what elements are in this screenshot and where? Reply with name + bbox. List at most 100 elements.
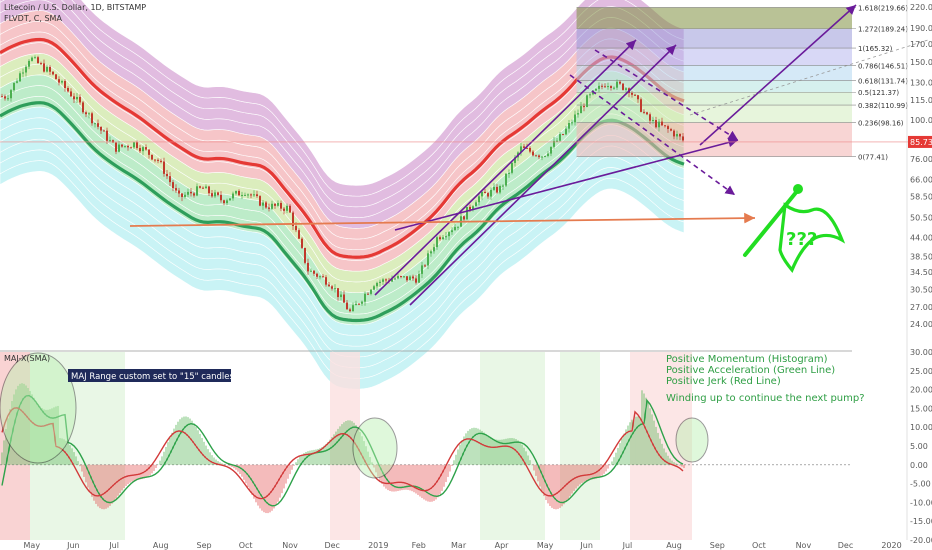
candle-body: [439, 237, 441, 240]
candle-body: [427, 253, 429, 266]
candle-body: [400, 276, 402, 278]
candle-body: [676, 133, 678, 137]
candle-body: [43, 63, 45, 72]
fib-zone: [576, 7, 852, 29]
candle-body: [100, 126, 102, 131]
candle-body: [184, 194, 186, 197]
candle-body: [202, 187, 204, 189]
price-tick: 34.50: [910, 268, 932, 277]
candle-body: [67, 87, 69, 92]
candle-body: [346, 302, 348, 310]
candle-body: [418, 273, 420, 283]
candle-body: [61, 81, 63, 83]
candle-body: [412, 276, 414, 279]
candle-body: [148, 149, 150, 155]
candle-body: [433, 247, 435, 252]
candle-body: [457, 226, 459, 228]
candle-body: [442, 237, 444, 240]
candle-body: [175, 188, 177, 191]
candle-body: [70, 91, 72, 97]
candle-body: [571, 122, 573, 124]
candle-body: [349, 309, 351, 312]
candle-body: [637, 95, 639, 100]
candle-body: [7, 98, 9, 100]
x-tick: Jul: [108, 541, 119, 550]
drawing-overlays: ???: [0, 4, 932, 306]
candle-body: [505, 173, 507, 186]
candle-body: [436, 237, 438, 248]
price-tick: 66.00: [910, 175, 932, 184]
price-tick: 58.50: [910, 193, 932, 202]
horizontal-trendline: [129, 212, 756, 227]
candle-body: [430, 251, 432, 254]
candle-body: [451, 230, 453, 233]
fib-zone: [576, 65, 852, 81]
candle-body: [340, 294, 342, 298]
candle-body: [478, 196, 480, 203]
candle-body: [397, 276, 399, 279]
candle-body: [394, 278, 396, 280]
fib-label: 1.272(189.24): [858, 26, 908, 34]
candle-body: [616, 81, 618, 88]
fib-label: 1.618(219.66): [858, 4, 908, 12]
candle-body: [172, 182, 174, 189]
candle-body: [385, 279, 387, 281]
candle-body: [256, 194, 258, 197]
candle-body: [130, 147, 132, 149]
candle-body: [502, 185, 504, 187]
candle-body: [358, 303, 360, 305]
candle-body: [199, 186, 201, 188]
down-arrow-2: [569, 74, 736, 196]
candle-body: [160, 160, 162, 162]
candle-body: [640, 99, 642, 112]
fib-zone: [576, 105, 852, 123]
candle-body: [220, 194, 222, 201]
candle-body: [673, 130, 675, 137]
x-tick: Apr: [495, 541, 510, 550]
candle-body: [46, 66, 48, 72]
candle-body: [331, 286, 333, 289]
candle-body: [682, 136, 684, 141]
candle-body: [655, 120, 657, 128]
candle-body: [52, 71, 54, 75]
candle-body: [139, 148, 141, 152]
candle-body: [550, 146, 552, 154]
fib-zone: [576, 28, 852, 49]
oscillator-title: MAJ-X(SMA): [4, 354, 50, 363]
candle-body: [481, 191, 483, 197]
x-tick: May: [24, 541, 41, 550]
x-tick: Nov: [282, 541, 298, 550]
highlight-ellipse: [352, 417, 398, 479]
candle-body: [244, 194, 246, 196]
candle-body: [379, 281, 381, 283]
candle-body: [553, 140, 555, 147]
fib-label: 0(77.41): [858, 154, 888, 162]
candle-body: [187, 191, 189, 195]
candle-body: [133, 142, 135, 148]
candle-body: [334, 288, 336, 290]
price-tick: 150.00: [910, 58, 932, 67]
candle-body: [208, 186, 210, 194]
candle-body: [580, 106, 582, 114]
candle-body: [391, 279, 393, 282]
oscillator-tick: -10.00: [910, 498, 932, 507]
candle-body: [466, 206, 468, 220]
candle-body: [463, 216, 465, 220]
oscillator-shade: [560, 352, 600, 540]
x-tick: Dec: [324, 541, 339, 550]
candle-body: [541, 156, 543, 158]
candle-body: [496, 186, 498, 193]
candle-body: [499, 185, 501, 193]
annotation-line-3: Positive Jerk (Red Line): [666, 376, 781, 387]
candle-body: [217, 192, 219, 195]
candle-body: [283, 208, 285, 211]
candle-body: [472, 206, 474, 210]
main-chart-title: Litecoin / U.S. Dollar, 1D, BITSTAMP: [4, 3, 146, 12]
candle-body: [622, 83, 624, 90]
candle-body: [679, 133, 681, 137]
axes: 220.00 190.00 170.00 150.00 130.00 115.00 100.…: [24, 0, 932, 550]
candle-body: [82, 102, 84, 113]
candle-body: [556, 140, 558, 142]
candle-body: [355, 303, 357, 306]
